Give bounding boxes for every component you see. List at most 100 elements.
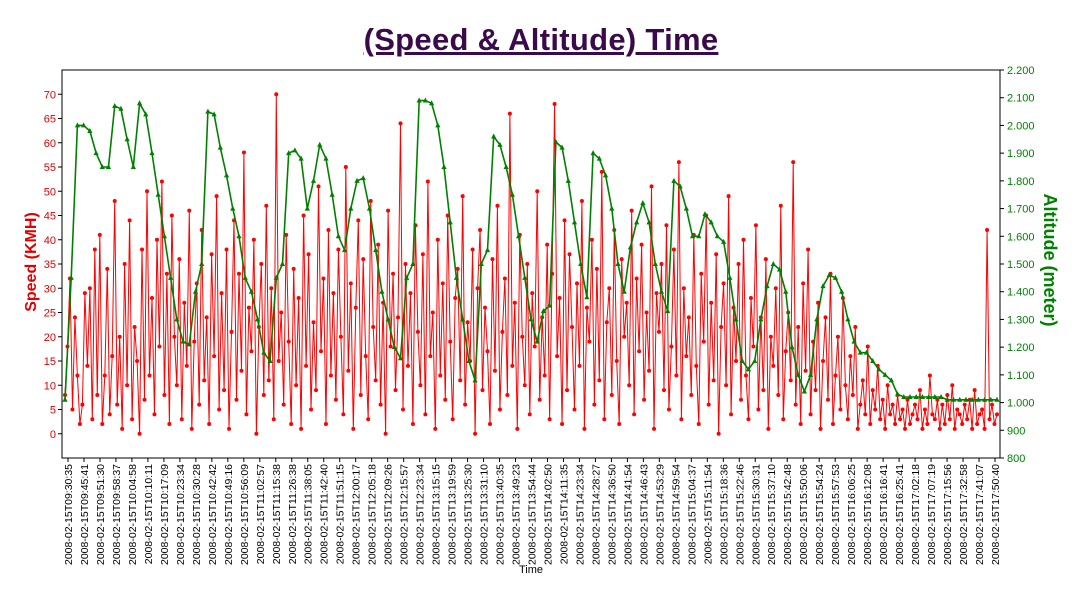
speed-series-point	[709, 300, 714, 305]
altitude-series-point	[634, 219, 640, 225]
speed-series-point	[164, 271, 169, 276]
altitude-series-point	[180, 338, 186, 344]
speed-series-point	[505, 392, 510, 397]
altitude-series-point	[752, 358, 758, 363]
altitude-series-point	[926, 394, 932, 400]
right-tick-label: 1.800	[1007, 176, 1035, 188]
speed-series-point	[333, 397, 338, 402]
speed-series-point	[207, 422, 212, 427]
speed-series-point	[453, 295, 458, 300]
speed-series-point	[450, 417, 455, 422]
speed-series-point	[654, 291, 659, 296]
speed-series-point	[331, 291, 336, 296]
speed-series-point	[734, 359, 739, 363]
speed-series-point	[965, 417, 970, 422]
speed-series-point	[753, 223, 758, 228]
speed-series-point	[793, 402, 798, 407]
speed-series-point	[920, 426, 925, 431]
speed-series-point	[791, 160, 796, 165]
speed-series-point	[102, 373, 107, 378]
speed-series-point	[425, 179, 430, 184]
y-axis-label-left: Speed (KMH)	[23, 212, 40, 312]
x-tick-label: 2008-02-15T10:10:11	[143, 464, 155, 564]
speed-series-point	[135, 359, 140, 363]
speed-series-point	[915, 417, 920, 422]
speed-series-point	[696, 422, 701, 427]
speed-series-point	[276, 359, 281, 363]
speed-series-point	[251, 237, 256, 242]
speed-series-point	[925, 422, 930, 427]
speed-series-point	[112, 198, 117, 203]
x-tick-label: 2008-02-15T16:12:08	[862, 464, 874, 565]
speed-series-point	[80, 402, 85, 407]
speed-series-point	[229, 329, 234, 334]
speed-series-point	[843, 383, 848, 388]
speed-series-point	[739, 397, 744, 402]
speed-series-point	[239, 368, 244, 373]
speed-series-point	[699, 271, 704, 276]
altitude-series-point	[739, 358, 745, 363]
x-tick-label: 2008-02-15T15:57:53	[830, 464, 842, 565]
speed-series-point	[497, 407, 502, 412]
altitude-series-point	[373, 247, 379, 253]
speed-series-point	[995, 412, 999, 417]
speed-series-point	[147, 373, 152, 378]
speed-series-point	[930, 412, 935, 417]
speed-series-point	[781, 417, 786, 422]
speed-series-point	[137, 431, 142, 436]
speed-series-point	[746, 417, 751, 422]
x-axis-ticks: 2008-02-15T09:30:35 2008-02-15T09:45:41 20…	[63, 458, 1002, 565]
speed-series-point	[502, 276, 507, 281]
speed-series-point	[527, 412, 532, 417]
speed-series-point	[940, 402, 945, 407]
speed-series-point	[557, 295, 562, 300]
right-tick-label: 1.100	[1007, 370, 1035, 382]
speed-series-point	[318, 349, 323, 354]
speed-series-point	[236, 271, 241, 276]
altitude-series-point	[870, 358, 876, 363]
speed-series-point	[614, 359, 619, 363]
altitude-series-point	[882, 371, 888, 377]
altitude-series-point	[478, 261, 484, 266]
altitude-series-point	[528, 316, 534, 322]
chart-title: (Speed & Altitude) Time	[363, 22, 719, 57]
speed-series-point	[830, 422, 835, 427]
altitude-series-point	[230, 205, 236, 211]
speed-series-point	[908, 422, 913, 427]
speed-series-point	[197, 402, 202, 407]
speed-series-point	[353, 305, 358, 310]
speed-series-point	[597, 378, 602, 383]
speed-series-point	[107, 412, 112, 417]
speed-series-point	[393, 388, 398, 393]
speed-series-point	[212, 354, 217, 359]
speed-series-point	[567, 252, 572, 257]
altitude-series-point	[379, 288, 385, 294]
x-tick-label: 2008-02-15T09:51:30	[95, 464, 107, 565]
speed-series-point	[214, 194, 219, 199]
left-tick-label: 50	[44, 186, 56, 198]
speed-series-point	[132, 325, 137, 330]
speed-series-point	[950, 383, 955, 388]
altitude-series-point	[348, 205, 354, 211]
speed-series-point	[627, 383, 632, 388]
right-tick-label: 800	[1007, 453, 1025, 465]
speed-series-point	[716, 431, 721, 436]
speed-series-point	[480, 388, 485, 393]
speed-series-point	[405, 363, 410, 368]
speed-series-point	[955, 407, 960, 412]
speed-series-point	[246, 305, 251, 310]
x-tick-label: 2008-02-15T15:37:10	[766, 464, 778, 565]
x-tick-label: 2008-02-15T15:11:54	[702, 464, 714, 564]
speed-series-point	[475, 286, 480, 291]
speed-series-point	[373, 378, 378, 383]
speed-series-point	[159, 179, 164, 184]
altitude-series-point	[217, 144, 223, 150]
speed-series-point	[401, 407, 406, 412]
speed-series-point	[910, 412, 915, 417]
speed-series-point	[821, 359, 826, 363]
x-tick-label: 2008-02-15T15:50:06	[798, 464, 810, 565]
speed-series-point	[545, 242, 550, 247]
speed-series-point	[719, 325, 724, 330]
altitude-series-point	[665, 308, 671, 314]
